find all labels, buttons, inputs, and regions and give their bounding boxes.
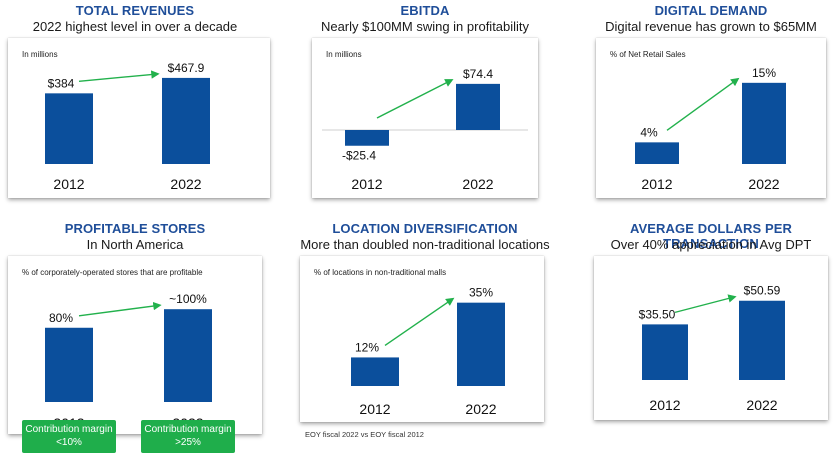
chart-card: % of Net Retail Sales 4% 2012 15% 2022: [596, 38, 826, 198]
bar-2022: [162, 77, 210, 164]
contribution-margin-badge-2012: Contribution margin <10%: [22, 420, 116, 453]
bar-2022: [742, 82, 786, 164]
value-label-2022: ~100%: [169, 292, 207, 306]
category-label-2022: 2022: [748, 176, 779, 192]
chart-note: In millions: [22, 50, 58, 59]
chart-card: In millions $384 2012 $467.9 2022: [8, 38, 270, 198]
panel-profitable-stores: PROFITABLE STORES In North America % of …: [0, 218, 270, 456]
chart-subtitle: Digital revenue has grown to $65MM: [605, 19, 817, 34]
growth-arrow: [384, 297, 455, 347]
value-label-2012: 12%: [355, 340, 379, 354]
panel-total-revenues: TOTAL REVENUES 2022 highest level in ove…: [0, 0, 270, 210]
category-label-2022: 2022: [746, 397, 777, 413]
footnote: EOY fiscal 2022 vs EOY fiscal 2012: [305, 430, 424, 439]
value-label-2012: 4%: [640, 125, 658, 139]
bar-2012: [635, 142, 679, 164]
chart-subtitle: Over 40% appreciation in Avg DPT: [610, 237, 812, 252]
chart-subtitle: Nearly $100MM swing in profitability: [320, 19, 530, 34]
category-label-2022: 2022: [170, 176, 201, 192]
panel-ebitda: EBITDA Nearly $100MM swing in profitabil…: [300, 0, 550, 210]
value-label-2022: $50.59: [744, 284, 781, 298]
category-label-2012: 2012: [53, 176, 84, 192]
chart-title: LOCATION DIVERSIFICATION: [332, 221, 518, 236]
bar-2012: [45, 93, 93, 164]
chart-card: % of locations in non-traditional malls …: [300, 256, 544, 422]
bar-chart: 80%2012~100%2022: [45, 292, 212, 431]
growth-arrow: [78, 301, 162, 317]
bar-2022: [456, 83, 500, 130]
chart-note: % of Net Retail Sales: [610, 50, 686, 59]
bar-chart: $35.50 2012 $50.59 2022: [639, 284, 785, 413]
category-label-2022: 2022: [462, 176, 493, 192]
bar-2012: [642, 324, 688, 380]
category-label-2012: 2012: [641, 176, 672, 192]
category-label-2022: 2022: [465, 401, 496, 417]
value-label-2022: 35%: [469, 286, 493, 300]
chart-card: In millions -$25.4 2012 $74.4 2022: [312, 38, 538, 198]
bar-chart: -$25.4 2012 $74.4 2022: [322, 67, 528, 192]
chart-subtitle: In North America: [86, 237, 184, 252]
chart-subtitle: More than doubled non-traditional locati…: [300, 237, 550, 252]
contribution-margin-badge-2022: Contribution margin >25%: [141, 420, 235, 453]
value-label-2022: $74.4: [463, 67, 493, 81]
growth-arrow: [674, 294, 737, 314]
chart-title: AVERAGE DOLLARS PER TRANSACTION: [629, 221, 792, 251]
chart-card: % of corporately-operated stores that ar…: [8, 256, 262, 434]
chart-subtitle: 2022 highest level in over a decade: [32, 19, 238, 34]
chart-title: TOTAL REVENUES: [75, 3, 195, 18]
value-label-2022: $467.9: [168, 61, 205, 75]
value-label-2022: 15%: [752, 66, 776, 80]
bar-2012: [351, 357, 399, 386]
category-label-2012: 2012: [351, 176, 382, 192]
panel-avg-dollars-per-transaction: AVERAGE DOLLARS PER TRANSACTION Over 40%…: [586, 218, 836, 456]
bar-2012: [45, 327, 93, 402]
chart-title: DIGITAL DEMAND: [654, 3, 768, 18]
bar-2022: [739, 300, 785, 380]
bar-chart: $384 2012 $467.9 2022: [45, 61, 210, 192]
chart-note: In millions: [326, 50, 362, 59]
chart-card: $35.50 2012 $50.59 2022: [594, 256, 828, 420]
category-label-2012: 2012: [649, 397, 680, 413]
bar-2012: [345, 130, 389, 146]
bar-chart: 12% 2012 35% 2022: [351, 286, 505, 417]
chart-title: PROFITABLE STORES: [64, 221, 206, 236]
chart-title: EBITDA: [400, 3, 450, 18]
bar-chart: 4% 2012 15% 2022: [635, 66, 786, 192]
value-label-2012: $384: [48, 76, 75, 90]
bar-2022: [457, 302, 505, 386]
growth-arrow: [666, 77, 740, 131]
value-label-2012: $35.50: [639, 307, 676, 321]
growth-arrow: [78, 70, 160, 83]
value-label-2012: -$25.4: [342, 149, 376, 163]
panel-digital-demand: DIGITAL DEMAND Digital revenue has grown…: [586, 0, 836, 210]
bar-2022: [164, 309, 212, 402]
panel-location-diversification: LOCATION DIVERSIFICATION More than doubl…: [290, 218, 560, 456]
chart-note: % of corporately-operated stores that ar…: [22, 268, 203, 277]
value-label-2012: 80%: [49, 311, 73, 325]
chart-note: % of locations in non-traditional malls: [314, 268, 447, 277]
category-label-2012: 2012: [359, 401, 390, 417]
growth-arrow: [376, 79, 454, 119]
